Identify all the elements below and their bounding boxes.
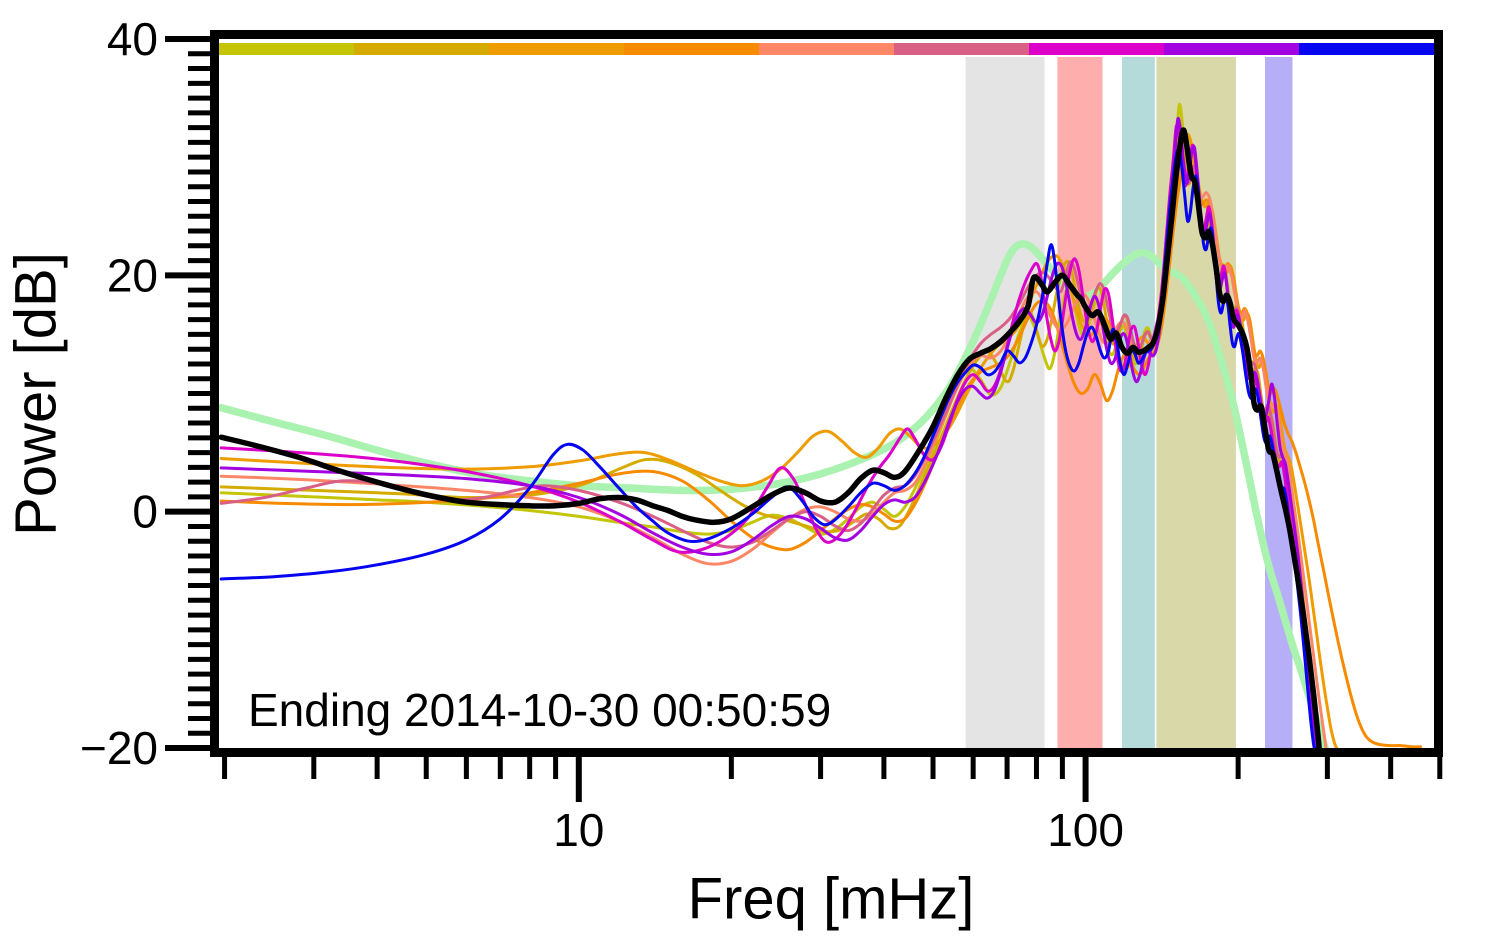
x-tick-label: 10	[553, 804, 604, 856]
plot-frame	[210, 30, 1443, 757]
time-color-strip-segment	[1299, 43, 1435, 55]
time-color-strip-segment	[1164, 43, 1300, 55]
series-trace-2-gold	[219, 129, 1322, 748]
time-color-strip-segment	[489, 43, 625, 55]
time-color-strip-segment	[219, 43, 355, 55]
series-mean-spectrum	[219, 127, 1322, 748]
time-color-strip-segment	[354, 43, 490, 55]
ending-time-annotation: Ending 2014-10-30 00:50:59	[248, 684, 832, 736]
y-tick-label: 0	[132, 486, 158, 538]
y-axis-label: Power [dB]	[3, 252, 69, 536]
x-tick-label: 100	[1047, 804, 1124, 856]
time-color-strip-segment	[894, 43, 1030, 55]
y-tick-label: −20	[80, 722, 158, 774]
time-color-strip-segment	[624, 43, 760, 55]
band-gray	[965, 57, 1045, 748]
series-trace-6-rose	[219, 145, 1322, 748]
x-axis-label: Freq [mHz]	[687, 866, 975, 932]
y-tick-label: 20	[107, 249, 158, 301]
time-color-strip-segment	[1029, 43, 1165, 55]
time-color-strip-segment	[759, 43, 895, 55]
y-tick-label: 40	[107, 13, 158, 65]
band-teal	[1122, 57, 1155, 748]
band-pink	[1057, 57, 1103, 748]
